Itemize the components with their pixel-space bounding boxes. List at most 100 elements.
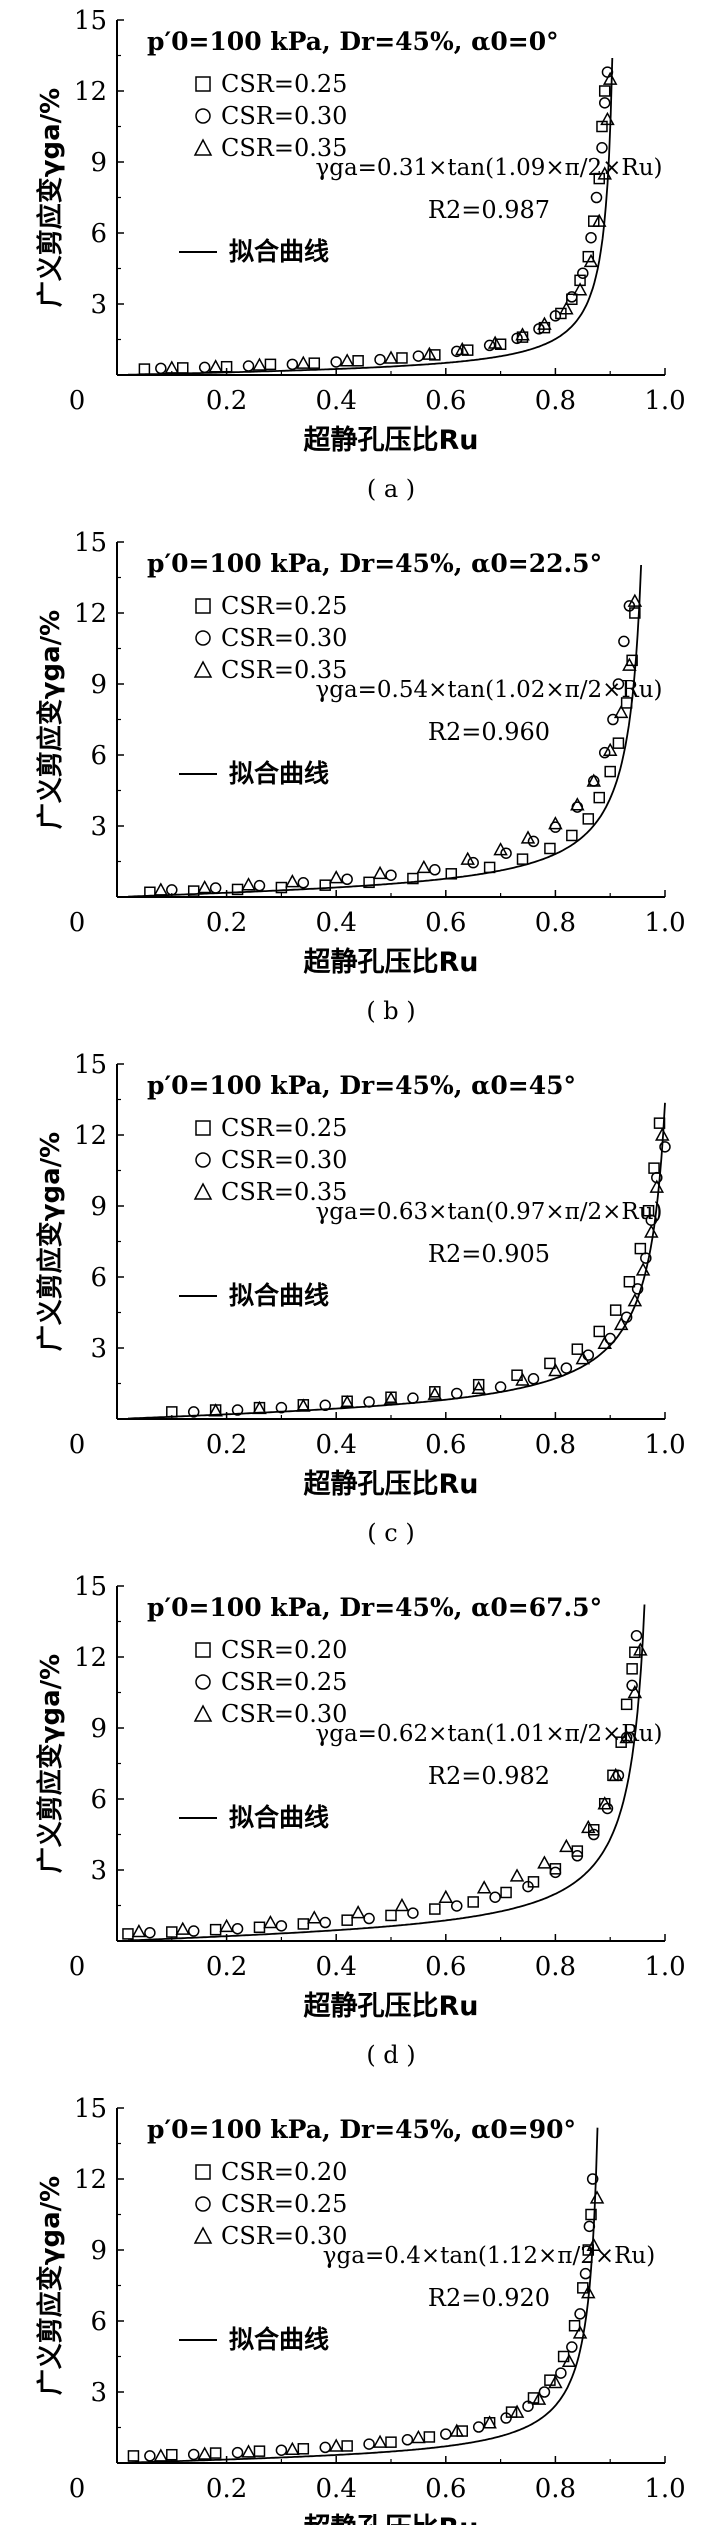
data-point-triangle [581, 1819, 596, 1834]
data-point-triangle [633, 1642, 648, 1656]
data-point-square [609, 1304, 622, 1316]
data-point-square [253, 2445, 266, 2457]
data-point-triangle [597, 166, 612, 180]
data-point-circle [549, 310, 562, 322]
data-point-circle [275, 2444, 288, 2456]
x-tick-label: 0.4 [316, 1952, 357, 1982]
y-axis-label: 广义剪应变γga/% [35, 88, 66, 307]
data-point-triangle [613, 1316, 629, 1331]
data-point-triangle [509, 1868, 525, 1882]
data-point-square [568, 2319, 581, 2332]
data-point-circle [566, 291, 578, 303]
x-tick-label: 0.6 [425, 908, 466, 938]
data-point-circle [598, 746, 611, 759]
data-point-circle [385, 869, 397, 881]
x-tick-label: 0.6 [425, 386, 466, 416]
data-point-circle [198, 361, 211, 374]
data-point-square [571, 1343, 584, 1355]
data-point-square [308, 357, 321, 369]
x-tick-label: 1.0 [644, 2474, 685, 2504]
data-point-square [297, 2443, 310, 2455]
data-point-circle [596, 142, 608, 154]
data-point-circle [144, 1926, 156, 1939]
data-point-circle [500, 847, 512, 859]
data-point-circle [590, 191, 603, 204]
data-point-triangle [586, 2237, 602, 2252]
chart-panel-c: 3 6 9 12 15 0 0.2 0.4 0.6 0.8 1.0 超静孔压比Ru 广义剪应变γga/%… [35, 1050, 686, 1547]
y-tick-label: 6 [90, 1263, 107, 1293]
data-point-triangle [570, 797, 585, 811]
y-tick-label: 9 [90, 2236, 107, 2266]
y-axis-label: 广义剪应变γga/% [35, 1132, 66, 1351]
data-point-circle [330, 356, 342, 368]
y-tick-label: 3 [90, 2378, 107, 2408]
data-point-triangle [476, 1880, 492, 1894]
data-point-triangle [285, 2441, 300, 2456]
legend-label: CSR=0.20 [221, 2158, 347, 2186]
x-tick-label: 1.0 [644, 1952, 685, 1982]
data-point-triangle [515, 1372, 530, 1386]
data-point-triangle [394, 1897, 410, 1912]
y-tick-label: 6 [90, 219, 107, 249]
data-point-triangle [427, 1386, 443, 1400]
x-tick-label: 1.0 [644, 908, 685, 938]
y-axis-label: 广义剪应变γga/% [35, 1654, 66, 1873]
x-tick-label: 0.4 [316, 908, 357, 938]
data-point-triangle [600, 111, 615, 126]
fit-curve [127, 2127, 599, 2464]
data-point-triangle [252, 1400, 267, 1415]
data-point-triangle [208, 1403, 223, 1417]
data-point-triangle [559, 301, 574, 315]
fit-curve [127, 564, 642, 898]
data-point-triangle [175, 1921, 191, 1935]
data-point-circle [297, 877, 310, 889]
data-point-circle [253, 879, 266, 892]
fit-equation: γga=0.63×tan(0.97×π/2×Ru) [315, 1199, 662, 1225]
data-point-circle [577, 267, 589, 279]
data-point-square [648, 1162, 660, 1174]
data-point-circle [363, 2438, 375, 2450]
y-tick-label: 6 [90, 741, 107, 771]
x-tick-label: 0.2 [206, 1952, 247, 1982]
legend-label: CSR=0.30 [221, 624, 347, 652]
data-point-triangle [328, 2438, 344, 2452]
y-axis-label: 广义剪应变γga/% [35, 610, 66, 829]
data-point-square [144, 886, 156, 899]
legend-label: CSR=0.30 [221, 2222, 347, 2250]
data-point-triangle [197, 879, 212, 894]
data-point-square [396, 352, 408, 364]
data-point-square [297, 1918, 310, 1930]
x-tick-label: 0.2 [206, 386, 247, 416]
x-tick-label: 0.8 [535, 1952, 576, 1982]
y-tick-label: 6 [90, 1785, 107, 1815]
data-point-triangle [153, 2448, 169, 2462]
data-point-square [407, 872, 419, 885]
data-point-circle [451, 345, 463, 358]
data-point-triangle [197, 2446, 212, 2460]
data-point-triangle [416, 859, 432, 874]
y-tick-label: 3 [90, 812, 107, 842]
data-point-square [209, 1923, 222, 1936]
data-point-triangle [635, 1262, 651, 1276]
data-point-circle [527, 1373, 540, 1385]
data-point-square [275, 881, 288, 894]
legend-label: CSR=0.30 [221, 102, 347, 130]
panel-caption: ( d ) [366, 2041, 415, 2069]
data-point-circle [275, 1920, 288, 1932]
data-point-triangle [548, 816, 563, 830]
fit-r2: R2=0.960 [428, 718, 550, 746]
data-point-circle [586, 2173, 599, 2185]
data-point-circle [451, 1387, 463, 1400]
y-tick-label: 6 [90, 2307, 107, 2337]
data-point-triangle [575, 1351, 591, 1365]
fit-r2: R2=0.905 [428, 1240, 550, 1268]
data-point-circle [522, 2400, 534, 2412]
data-point-circle [560, 1362, 573, 1374]
data-point-square [483, 861, 496, 874]
data-point-circle [231, 2446, 244, 2459]
chart-panel-a: 3 6 9 12 15 0 0.2 0.4 0.6 0.8 1.0 超静孔压比Ru 广义剪应变γga/%… [35, 6, 686, 503]
legend-marker-circle [195, 1152, 211, 1168]
data-point-circle [341, 873, 353, 885]
